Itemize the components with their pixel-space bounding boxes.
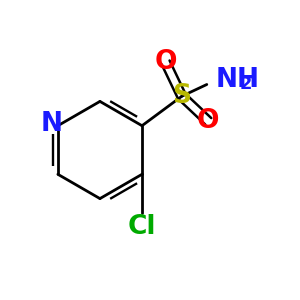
Text: O: O	[197, 108, 220, 134]
Text: N: N	[40, 111, 62, 137]
Text: 2: 2	[240, 75, 253, 93]
Text: S: S	[172, 83, 191, 109]
Text: Cl: Cl	[128, 214, 156, 240]
Text: O: O	[154, 50, 177, 75]
Text: NH: NH	[216, 67, 260, 93]
